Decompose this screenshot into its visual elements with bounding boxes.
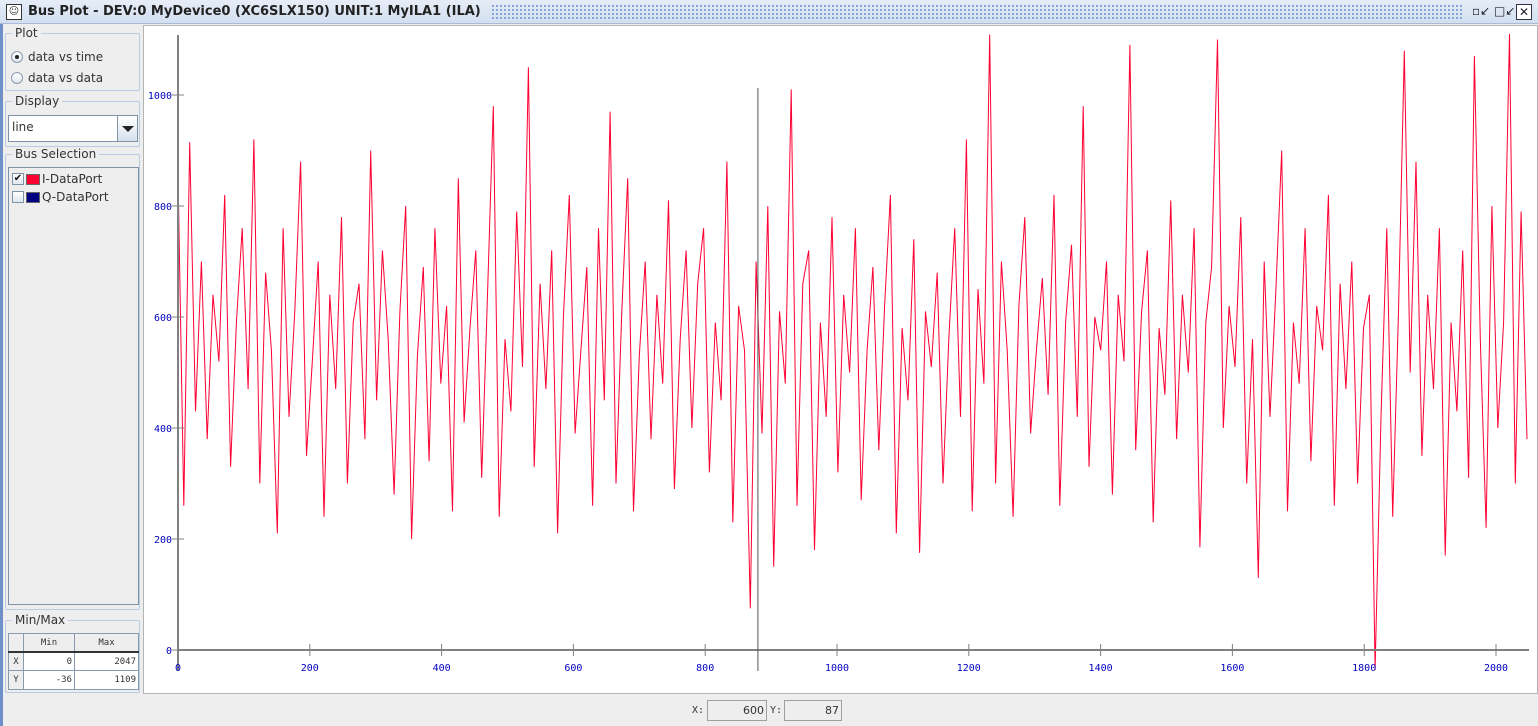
window-border — [0, 24, 3, 726]
bus-list: ✔ I-DataPort Q-DataPort — [8, 167, 139, 605]
close-icon[interactable]: ✕ — [1516, 3, 1532, 20]
x-tick-label: 1000 — [825, 663, 849, 674]
table-header: Min — [23, 633, 75, 654]
table-header — [8, 633, 24, 654]
minmax-label: Min/Max — [12, 613, 69, 627]
minimize-icon[interactable]: ▫↙ — [1472, 3, 1491, 18]
bus-item-i-dataport[interactable]: ✔ I-DataPort — [12, 172, 102, 186]
x-tick-label: 400 — [433, 663, 451, 674]
bus-selection-label: Bus Selection — [12, 147, 100, 161]
radio-selected-icon[interactable] — [11, 51, 23, 63]
row-label: Y — [8, 670, 24, 690]
table-row: Y -36 1109 — [8, 670, 140, 690]
x-tick-label: 1600 — [1220, 663, 1244, 674]
y-min-cell[interactable]: -36 — [23, 670, 75, 690]
bus-item-label: I-DataPort — [42, 172, 103, 186]
display-group: Display line — [5, 94, 140, 147]
display-group-label: Display — [12, 94, 63, 108]
chevron-down-icon[interactable] — [117, 116, 137, 141]
checkbox-unchecked-icon[interactable] — [12, 191, 24, 203]
row-label: X — [8, 651, 24, 672]
checkbox-checked-icon[interactable]: ✔ — [12, 173, 24, 185]
radio-data-vs-data[interactable]: data vs data — [11, 71, 103, 85]
y-tick-label: 200 — [154, 535, 172, 546]
x-tick-label: 2000 — [1484, 663, 1508, 674]
x-tick-label: 1400 — [1089, 663, 1113, 674]
plot-group: Plot data vs time data vs data — [5, 26, 140, 91]
color-swatch — [26, 191, 40, 203]
cursor-x-field: 600 — [707, 700, 767, 721]
display-select-value: line — [12, 120, 34, 134]
x-tick-label: 1200 — [957, 663, 981, 674]
plot-area[interactable]: 0 200 400 600 800 1000 0 200 400 600 800 1000 1200 14… — [143, 25, 1538, 694]
radio-unselected-icon[interactable] — [11, 72, 23, 84]
y-tick-label: 600 — [154, 313, 172, 324]
series-line-i-dataport — [177, 33, 1528, 671]
y-tick-label: 0 — [166, 646, 172, 657]
minmax-group: Min/Max Min Max X 0 2047 Y -36 1109 — [5, 613, 140, 693]
y-tick-label: 400 — [154, 424, 172, 435]
radio-data-vs-time[interactable]: data vs time — [11, 50, 103, 64]
y-tick-label: 800 — [154, 202, 172, 213]
cursor-y-label: Y: — [770, 705, 783, 716]
color-swatch — [26, 173, 40, 185]
bus-selection-group: Bus Selection ✔ I-DataPort Q-DataPort — [5, 147, 140, 610]
x-max-cell[interactable]: 2047 — [73, 651, 140, 672]
title-bar: ☺ Bus Plot - DEV:0 MyDevice0 (XC6SLX150)… — [0, 0, 1538, 24]
minmax-table: Min Max X 0 2047 Y -36 1109 — [8, 633, 140, 690]
table-header: Max — [73, 633, 140, 654]
maximize-icon[interactable]: □↙ — [1494, 3, 1516, 18]
radio-label: data vs data — [28, 71, 104, 85]
bus-item-q-dataport[interactable]: Q-DataPort — [12, 190, 109, 204]
display-select[interactable]: line — [8, 115, 138, 142]
app-icon: ☺ — [6, 3, 22, 20]
x-tick-label: 1800 — [1352, 663, 1376, 674]
x-tick-label: 0 — [175, 663, 181, 674]
cursor-x-label: X: — [692, 705, 705, 716]
radio-label: data vs time — [28, 50, 104, 64]
table-row: X 0 2047 — [8, 651, 140, 672]
bus-plot-chart[interactable]: 0 200 400 600 800 1000 0 200 400 600 800 1000 1200 14… — [144, 26, 1537, 693]
bus-item-label: Q-DataPort — [42, 190, 109, 204]
x-tick-label: 600 — [564, 663, 582, 674]
x-tick-label: 800 — [696, 663, 714, 674]
plot-group-label: Plot — [12, 26, 41, 40]
y-tick-label: 1000 — [148, 91, 172, 102]
window-title: Bus Plot - DEV:0 MyDevice0 (XC6SLX150) U… — [28, 4, 481, 19]
cursor-y-field: 87 — [784, 700, 842, 721]
y-max-cell[interactable]: 1109 — [73, 670, 140, 690]
x-min-cell[interactable]: 0 — [23, 651, 75, 672]
x-tick-label: 200 — [301, 663, 319, 674]
title-bar-grip — [490, 3, 1462, 20]
